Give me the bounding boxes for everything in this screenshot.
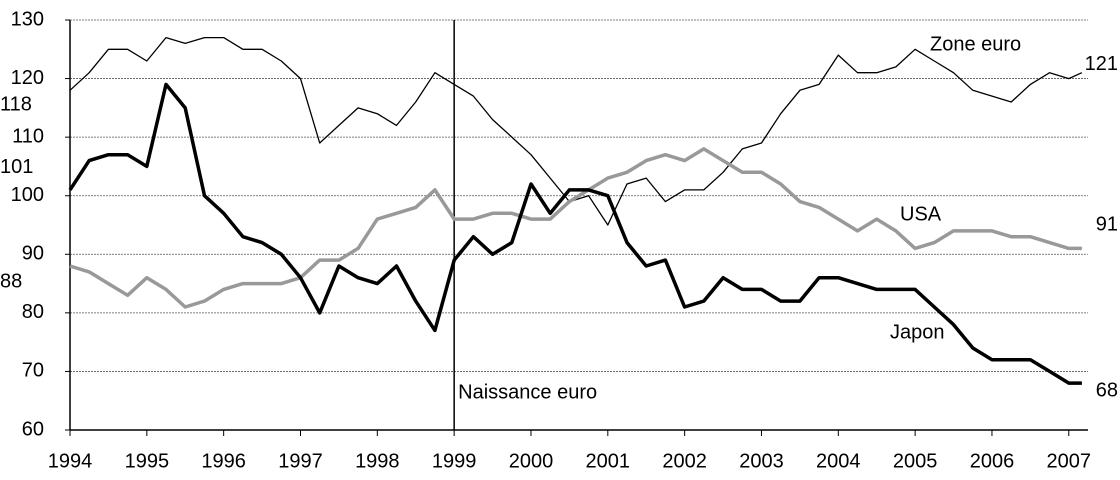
event-label: Naissance euro xyxy=(458,381,597,403)
start-label: 118 xyxy=(0,94,32,116)
y-tick-label: 110 xyxy=(12,125,44,147)
x-tick-label: 2001 xyxy=(586,450,631,472)
y-tick-label: 90 xyxy=(22,243,44,265)
x-tick-label: 2006 xyxy=(970,450,1015,472)
x-tick-label: 2002 xyxy=(662,450,707,472)
x-tick-label: 2007 xyxy=(1047,450,1092,472)
x-tick-label: 2003 xyxy=(739,450,784,472)
x-tick-label: 1999 xyxy=(432,450,477,472)
y-tick-label: 120 xyxy=(11,67,44,89)
series-line xyxy=(69,36,1083,226)
x-tick-label: 1997 xyxy=(278,450,323,472)
x-tick-label: 1994 xyxy=(48,450,93,472)
y-tick-label: 70 xyxy=(22,360,44,382)
y-tick-label: 130 xyxy=(11,8,44,30)
start-label: 101 xyxy=(0,156,33,178)
x-tick-label: 1998 xyxy=(355,450,400,472)
series-line xyxy=(68,82,1082,385)
start-label: 88 xyxy=(0,270,22,292)
end-label: 91 xyxy=(1096,214,1118,236)
x-tick-label: 2004 xyxy=(816,450,861,472)
end-label: 121 xyxy=(1085,53,1118,75)
x-tick-label: 2000 xyxy=(509,450,554,472)
series-label: USA xyxy=(900,203,942,225)
x-tick-label: 1995 xyxy=(125,450,170,472)
y-tick-label: 60 xyxy=(22,418,44,440)
end-label: 68 xyxy=(1096,379,1118,401)
x-tick-label: 2005 xyxy=(893,450,938,472)
y-tick-label: 100 xyxy=(11,184,44,206)
series-line xyxy=(69,147,1082,309)
x-tick-label: 1996 xyxy=(201,450,246,472)
y-tick-label: 80 xyxy=(22,301,44,323)
series-label: Zone euro xyxy=(930,33,1021,55)
series-label: Japon xyxy=(890,321,945,343)
